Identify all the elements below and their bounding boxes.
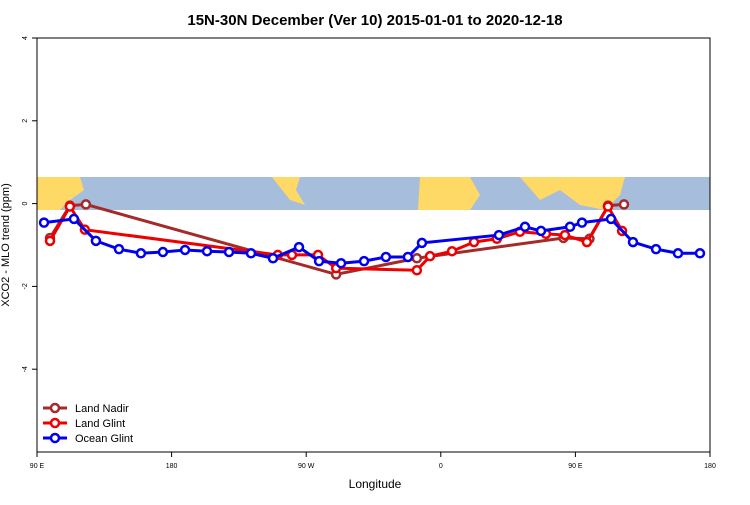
series-point bbox=[519, 221, 531, 233]
x-tick-label: 90 W bbox=[298, 463, 315, 470]
series-point bbox=[245, 248, 257, 259]
series-point bbox=[44, 235, 56, 247]
series-line bbox=[43, 217, 700, 265]
series-point bbox=[358, 255, 370, 267]
series-point bbox=[627, 236, 639, 248]
series-point bbox=[694, 248, 706, 259]
legend-label: Land Glint bbox=[75, 418, 125, 430]
series-point bbox=[605, 213, 617, 225]
y-tick-label: -4 bbox=[22, 366, 29, 372]
x-tick-label: 180 bbox=[704, 463, 716, 470]
legend-label: Ocean Glint bbox=[75, 433, 133, 445]
series-point bbox=[38, 217, 50, 228]
series-point bbox=[559, 229, 571, 241]
legend-marker bbox=[49, 432, 61, 444]
series-point bbox=[179, 244, 191, 256]
x-tick-label: 180 bbox=[166, 463, 178, 470]
series-point bbox=[411, 265, 423, 276]
series-point bbox=[223, 246, 235, 258]
series-point bbox=[402, 251, 414, 263]
series-point bbox=[650, 243, 662, 255]
x-tick-label: 0 bbox=[439, 463, 443, 470]
chart-title: 15N-30N December (Ver 10) 2015-01-01 to … bbox=[187, 12, 562, 29]
series-point bbox=[424, 250, 436, 262]
series-point bbox=[313, 255, 325, 267]
x-tick-label: 90 E bbox=[30, 463, 45, 470]
series-point bbox=[157, 246, 169, 258]
series-point bbox=[602, 201, 614, 212]
series-point bbox=[672, 248, 684, 259]
series-point bbox=[68, 213, 80, 225]
y-tick-label: -2 bbox=[22, 283, 29, 289]
series-point bbox=[267, 252, 279, 264]
series-point bbox=[293, 241, 305, 253]
x-tick-label: 90 E bbox=[568, 463, 583, 470]
series-point bbox=[80, 199, 92, 210]
series-point bbox=[335, 257, 347, 269]
series-point bbox=[201, 245, 213, 257]
y-tick-label: 4 bbox=[22, 36, 29, 40]
series-point bbox=[416, 237, 428, 249]
y-tick-label: 2 bbox=[22, 119, 29, 123]
series-point bbox=[576, 217, 588, 228]
series-point bbox=[493, 229, 505, 241]
series-point bbox=[135, 248, 147, 259]
legend-label: Land Nadir bbox=[75, 403, 129, 415]
legend-marker bbox=[49, 417, 61, 429]
series-point bbox=[113, 243, 125, 255]
map-band bbox=[37, 177, 710, 210]
plot-frame bbox=[36, 37, 711, 453]
series-point bbox=[380, 251, 392, 263]
series-point bbox=[564, 221, 576, 233]
series-point bbox=[581, 236, 593, 248]
y-tick-label: 0 bbox=[22, 202, 29, 206]
series-point bbox=[446, 245, 458, 257]
x-axis-label: Longitude bbox=[349, 477, 402, 491]
legend-marker bbox=[49, 402, 61, 414]
y-axis-label: XCO2 - MLO trend (ppm) bbox=[0, 183, 12, 306]
series-point bbox=[90, 235, 102, 247]
series-point bbox=[64, 201, 76, 212]
series-point bbox=[411, 252, 423, 264]
series-line bbox=[48, 203, 624, 272]
series-point bbox=[535, 225, 547, 237]
series-point bbox=[618, 199, 630, 210]
